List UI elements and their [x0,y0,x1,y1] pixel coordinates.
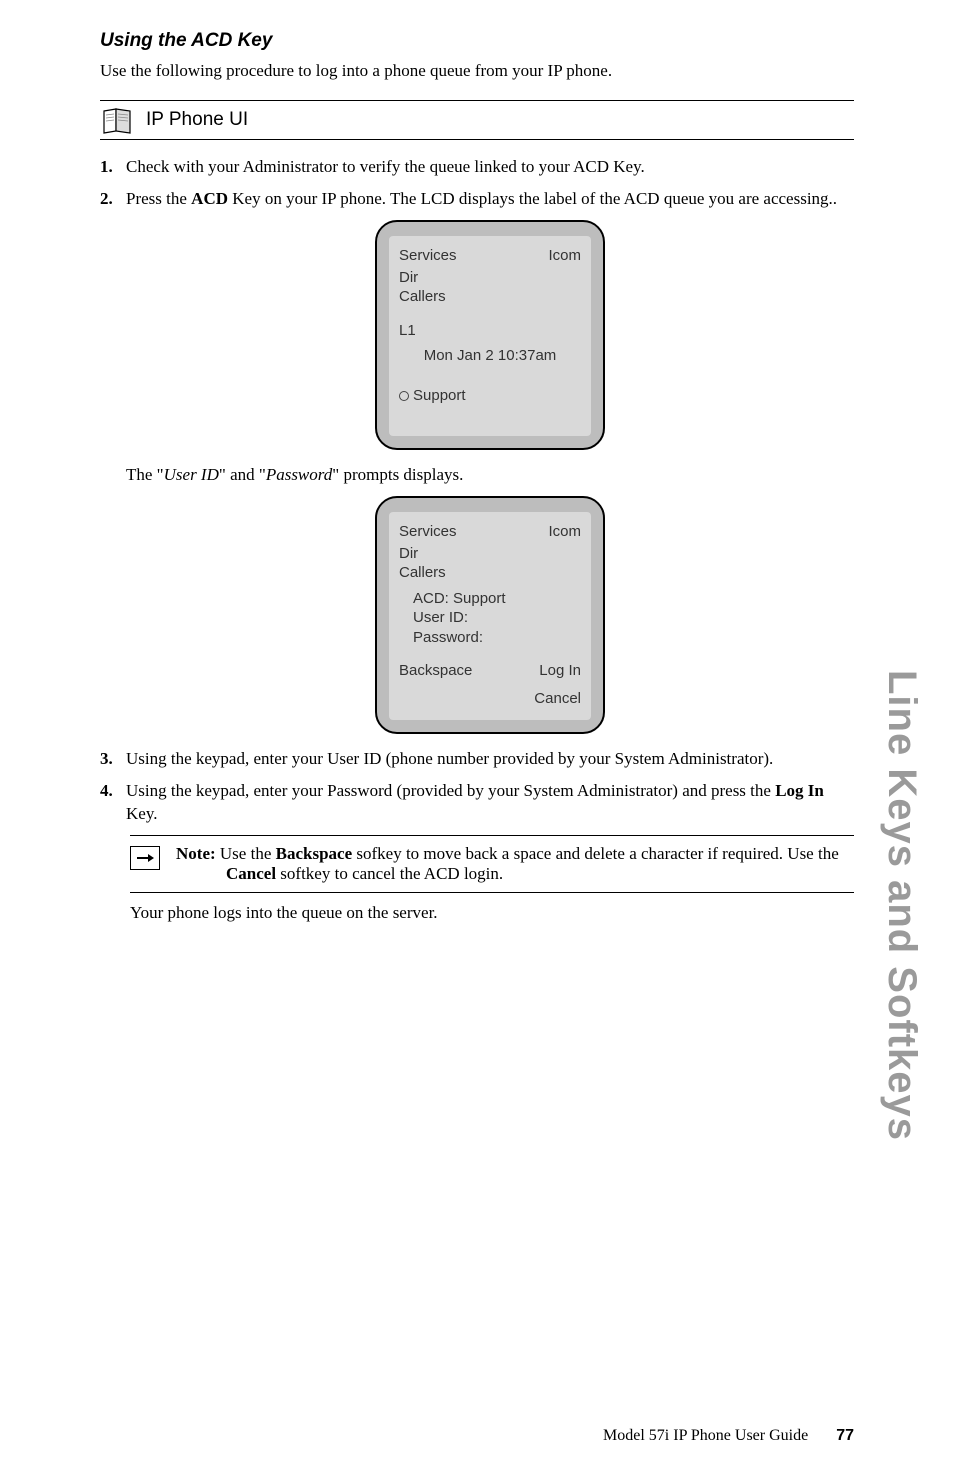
intro-text: Use the following procedure to log into … [100,60,854,82]
phone-screen-2: Services Icom Dir Callers ACD: Support U… [375,496,605,734]
prompt-a: The " [126,465,164,484]
phone-screen-1: Services Icom Dir Callers L1 Mon Jan 2 1… [375,220,605,450]
screen1-callers: Callers [399,287,581,307]
step-2-text-a: Press the [126,189,191,208]
phone-inner-2: Services Icom Dir Callers ACD: Support U… [389,512,591,720]
note-text: Note: Use the Backspace sofkey to move b… [176,844,854,884]
note-a: Use the [220,844,276,863]
screen1-l1: L1 [399,321,581,341]
screen1-date: Mon Jan 2 10:37am [399,346,581,366]
screen1-icom: Icom [548,246,581,266]
screen2-callers: Callers [399,563,581,583]
prompt-line: The "User ID" and "Password" prompts dis… [126,464,854,486]
screen1-services: Services [399,246,457,266]
side-tab: Line Keys and Softkeys [879,670,924,1141]
screen2-cancel: Cancel [534,689,581,709]
step-2-bold: ACD [191,189,228,208]
notebook-icon [100,105,136,135]
ip-phone-ui-heading-block: IP Phone UI [100,100,854,140]
step-3: Using the keypad, enter your User ID (ph… [100,748,854,770]
step-4: Using the keypad, enter your Password (p… [100,780,854,824]
screen2-acd: ACD: Support [399,589,581,609]
step-2: Press the ACD Key on your IP phone. The … [100,188,854,734]
section-title: Using the ACD Key [100,30,854,52]
prompt-c: " and " [219,465,266,484]
screen2-login: Log In [539,661,581,681]
phone-inner-1: Services Icom Dir Callers L1 Mon Jan 2 1… [389,236,591,436]
step-1: Check with your Administrator to verify … [100,156,854,178]
screen1-support-row: Support [399,386,581,406]
footer: Model 57i IP Phone User Guide 77 [603,1427,854,1445]
screen1-dir: Dir [399,268,581,288]
screen2-userid: User ID: [399,608,581,628]
prompt-password: Password [266,465,332,484]
prompt-user-id: User ID [164,465,219,484]
steps-list: Check with your Administrator to verify … [100,156,854,825]
step-4-bold: Log In [775,781,824,800]
note-block: Note: Use the Backspace sofkey to move b… [130,835,854,893]
step-4-text-a: Using the keypad, enter your Password (p… [126,781,775,800]
screen2-backspace: Backspace [399,661,472,681]
ip-phone-ui-heading: IP Phone UI [146,109,248,131]
note-arrow-icon [130,846,160,870]
screen2-dir: Dir [399,544,581,564]
page-number: 77 [836,1427,854,1445]
screen2-icom: Icom [548,522,581,542]
note-label: Note: [176,844,220,863]
screen1-support: Support [413,387,466,404]
step-2-text-c: Key on your IP phone. The LCD displays t… [228,189,837,208]
footer-text: Model 57i IP Phone User Guide [603,1427,808,1445]
note-c: sofkey to move back a space and delete a… [352,844,839,863]
prompt-e: " prompts displays. [332,465,463,484]
note-backspace-bold: Backspace [276,844,353,863]
screen2-services: Services [399,522,457,542]
circle-icon [399,391,409,401]
step-4-text-c: Key. [126,804,157,823]
note-cancel-bold: Cancel [226,864,276,883]
screen2-password: Password: [399,628,581,648]
note-e: softkey to cancel the ACD login. [276,864,503,883]
login-result-text: Your phone logs into the queue on the se… [130,903,854,923]
